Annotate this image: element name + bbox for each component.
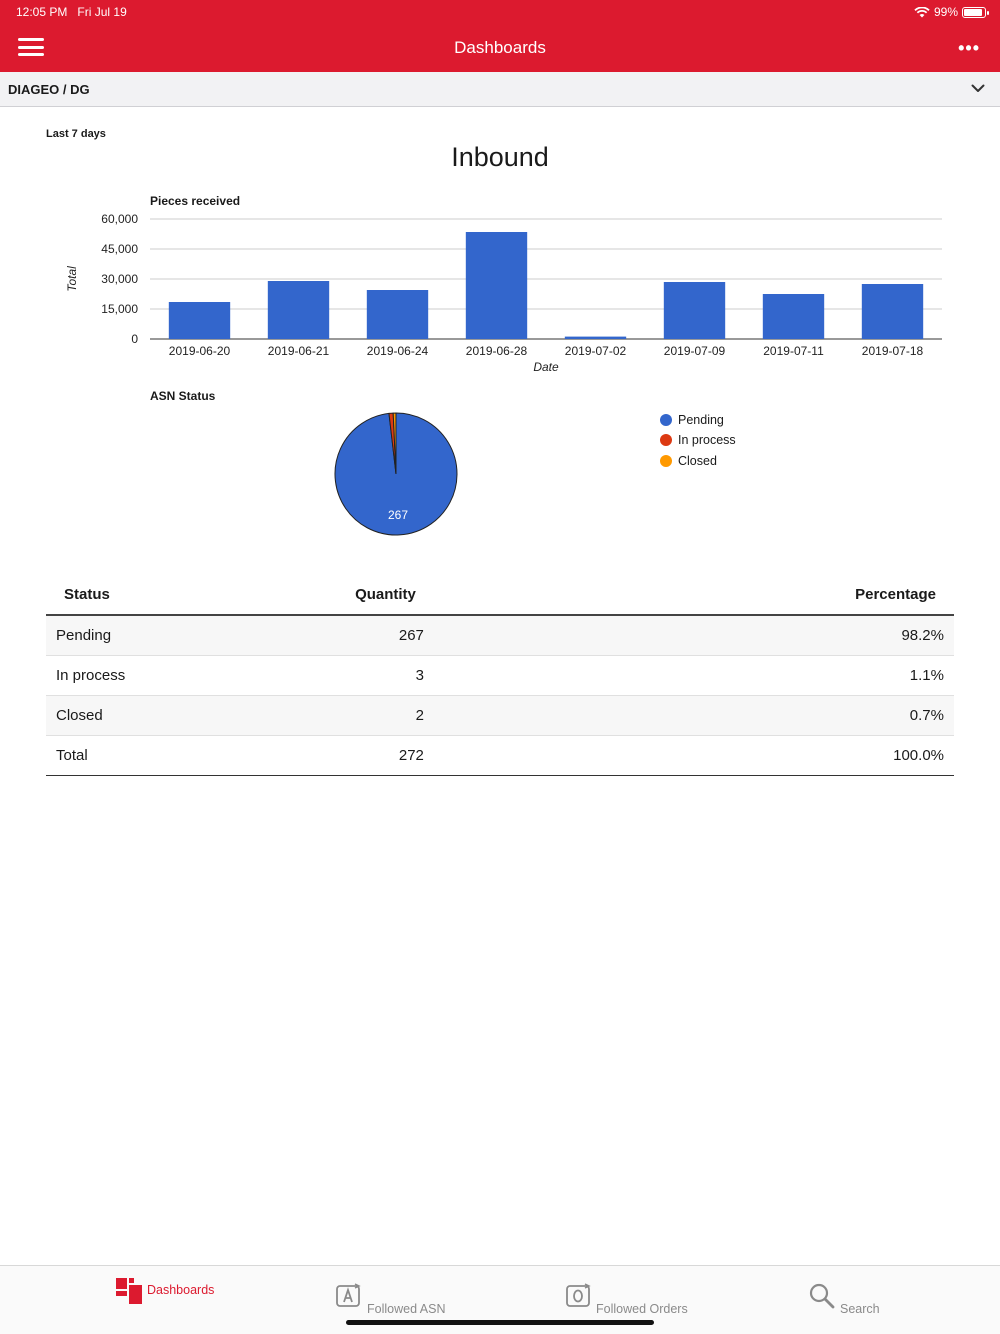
legend-item: Pending [660, 412, 736, 427]
tab-label: Followed Orders [596, 1302, 688, 1316]
bar [267, 281, 330, 339]
pie-data-label: 267 [388, 508, 408, 522]
home-indicator [346, 1320, 654, 1325]
status-time: 12:05 PM Fri Jul 19 [16, 5, 127, 19]
pieces-received-bar-chart: 0 15,000 30,000 45,000 60,000 2019-06-20 2019-… [65, 212, 942, 374]
row-percentage: 1.1% [793, 655, 954, 696]
asn-status-pie-chart: 267 [334, 412, 458, 536]
y-tick-label: 15,000 [101, 302, 138, 316]
page-header-title: Dashboards [454, 38, 546, 57]
more-options-button[interactable]: ••• [958, 38, 980, 58]
table-total-row: Total 272 100.0% [46, 735, 954, 776]
y-tick-label: 60,000 [101, 212, 138, 226]
percentage-column-header: Percentage [793, 575, 954, 616]
total-quantity: 272 [168, 735, 794, 776]
wifi-icon [914, 6, 930, 17]
table-row: Pending 267 98.2% [46, 615, 954, 656]
row-status: In process [46, 655, 169, 696]
row-status: Pending [46, 615, 169, 656]
y-tick-label: 30,000 [101, 272, 138, 286]
pie-slice-closed [392, 412, 397, 475]
row-percentage: 98.2% [793, 615, 954, 656]
x-axis-title: Date [533, 360, 559, 374]
table-header-row: Status Quantity Percentage [46, 575, 954, 616]
tab-search[interactable]: Search [808, 1266, 918, 1326]
legend-swatch [660, 454, 672, 467]
row-quantity: 2 [168, 695, 794, 736]
total-status: Total [46, 735, 169, 776]
y-tick-label: 0 [131, 332, 138, 346]
followed-asn-icon [336, 1283, 361, 1307]
bar [168, 302, 231, 339]
menu-button[interactable] [18, 38, 44, 56]
legend-label: Pending [678, 412, 724, 427]
pie-legend: Pending In process Closed [660, 412, 736, 474]
tab-label: Followed ASN [367, 1302, 446, 1316]
menu-line [18, 38, 44, 41]
tab-followed-orders[interactable]: Followed Orders [565, 1266, 725, 1326]
status-clock: 12:05 PM [16, 5, 68, 19]
x-tick-label: 2019-06-28 [466, 344, 528, 358]
row-percentage: 0.7% [793, 695, 954, 736]
org-name: DIAGEO / DG [8, 82, 90, 97]
battery-icon [962, 6, 989, 18]
bar [861, 284, 924, 339]
status-column-header: Status [46, 575, 169, 616]
row-quantity: 3 [168, 655, 794, 696]
page-title: Inbound [451, 142, 549, 172]
period-label: Last 7 days [46, 128, 106, 140]
legend-label: Closed [678, 453, 717, 468]
row-status: Closed [46, 695, 169, 736]
bar [366, 290, 429, 339]
tab-label: Search [840, 1302, 880, 1316]
asn-status-table: Status Quantity Percentage Pending 267 9… [46, 575, 954, 776]
legend-item: Closed [660, 453, 736, 468]
y-axis-title: Total [65, 266, 79, 292]
bar-chart-title: Pieces received [150, 194, 241, 208]
status-indicators: 99% [914, 5, 989, 19]
org-selector[interactable]: DIAGEO / DG [0, 72, 1000, 107]
battery-percent: 99% [933, 5, 958, 19]
bar [663, 282, 726, 339]
bar [762, 294, 825, 339]
tab-label: Dashboards [147, 1283, 215, 1297]
bar [465, 232, 528, 339]
status-date: Fri Jul 19 [77, 5, 127, 19]
x-tick-label: 2019-06-24 [367, 344, 429, 358]
menu-line [18, 53, 44, 56]
top-bar: 12:05 PM Fri Jul 19 99% Dashboards ••• [0, 0, 1000, 72]
table-row: Closed 2 0.7% [46, 695, 954, 736]
tab-followed-asn[interactable]: Followed ASN [335, 1266, 475, 1326]
pie-chart-title: ASN Status [150, 389, 216, 403]
menu-line [18, 45, 44, 49]
dashboards-icon [116, 1278, 142, 1304]
legend-label: In process [678, 433, 736, 447]
x-tick-label: 2019-07-02 [565, 344, 627, 358]
row-quantity: 267 [168, 615, 794, 656]
table-row: In process 3 1.1% [46, 655, 954, 696]
tab-dashboards[interactable]: Dashboards [116, 1266, 256, 1326]
x-tick-label: 2019-06-20 [169, 344, 231, 358]
legend-item: In process [660, 433, 736, 448]
x-tick-label: 2019-06-21 [268, 344, 330, 358]
quantity-column-header: Quantity [168, 575, 794, 616]
legend-swatch [660, 434, 672, 446]
bar [564, 336, 627, 339]
x-tick-label: 2019-07-09 [664, 344, 726, 358]
x-tick-label: 2019-07-11 [763, 344, 824, 358]
x-tick-label: 2019-07-18 [862, 344, 924, 358]
search-icon [809, 1283, 835, 1309]
total-percentage: 100.0% [793, 735, 954, 776]
y-tick-label: 45,000 [101, 242, 138, 256]
chevron-down-icon[interactable] [971, 81, 985, 95]
legend-swatch [660, 413, 672, 426]
followed-orders-icon [566, 1283, 591, 1307]
